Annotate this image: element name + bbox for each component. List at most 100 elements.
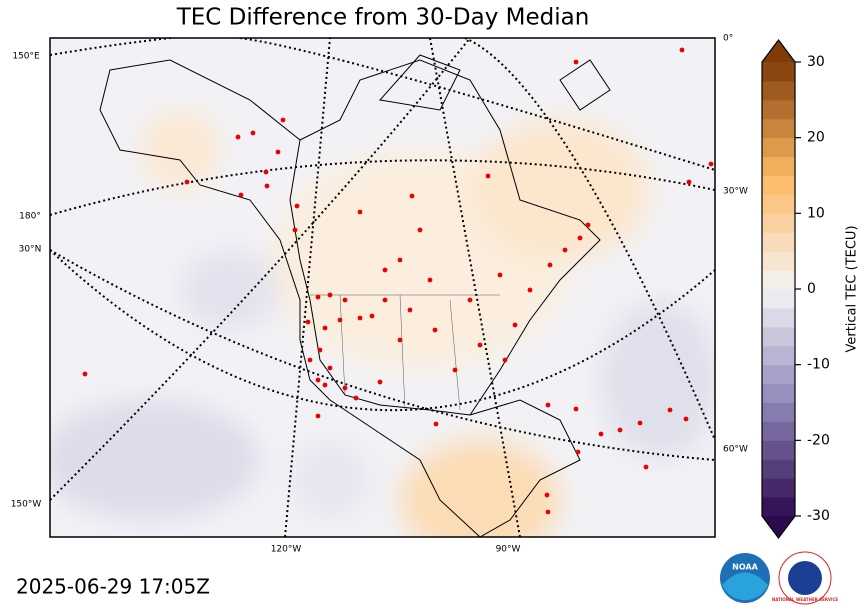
station	[397, 337, 403, 343]
colorbar-band	[762, 62, 795, 82]
station	[294, 203, 300, 209]
station	[315, 294, 321, 300]
station	[667, 407, 673, 413]
colorbar-band	[762, 345, 795, 366]
station	[477, 342, 483, 348]
station	[377, 379, 383, 385]
station	[263, 169, 269, 175]
graticule-label: 120°W	[271, 545, 302, 555]
colorbar-tick-label: 10	[807, 205, 825, 221]
colorbar-band	[762, 137, 795, 158]
station	[275, 149, 281, 155]
station	[315, 413, 321, 419]
station	[417, 227, 423, 233]
noaa-logo: NOAA	[720, 553, 770, 603]
station	[305, 319, 311, 325]
colorbar-band	[762, 213, 795, 233]
title: TEC Difference from 30-Day Median	[176, 5, 590, 31]
colorbar-tick-label: -10	[807, 357, 830, 373]
graticule-label: 150°E	[12, 52, 40, 62]
islands	[379, 54, 611, 111]
station	[452, 367, 458, 373]
timestamp: 2025-06-29 17:05Z	[16, 575, 210, 599]
station	[353, 395, 359, 401]
colorbar-band	[762, 440, 795, 460]
logo-text: NOAA	[732, 563, 758, 572]
station	[502, 357, 508, 363]
station	[357, 315, 363, 321]
colorbar-band	[762, 251, 795, 271]
station	[686, 179, 692, 185]
colorbar-band	[762, 80, 795, 101]
station	[409, 193, 415, 199]
station	[637, 420, 643, 426]
colorbar-band	[762, 421, 795, 441]
station	[575, 449, 581, 455]
graticule-label: 180°	[19, 212, 41, 222]
colorbar-band	[762, 326, 795, 347]
station	[280, 117, 286, 123]
station	[407, 307, 413, 313]
colorbar-extend-bottom	[762, 516, 795, 538]
station	[292, 227, 298, 233]
station	[617, 427, 623, 433]
station	[327, 292, 333, 298]
colorbar-band	[762, 497, 795, 517]
station	[683, 416, 689, 422]
station	[307, 357, 313, 363]
station	[527, 287, 533, 293]
station	[322, 325, 328, 331]
station	[369, 313, 375, 319]
station	[547, 262, 553, 268]
colorbar-band	[762, 478, 795, 498]
graticule-label: 150°W	[11, 500, 42, 510]
station	[327, 365, 333, 371]
graticule-labels: 150°E 180° 30°N 150°W 0° 30°W 60°W 120°W 90°W	[11, 34, 748, 555]
station	[585, 222, 591, 228]
colorbar: -30 -20 -10 0 10 20 30 Vertical TEC (TECU)	[761, 39, 860, 539]
colorbar-band	[762, 194, 795, 214]
station	[322, 382, 328, 388]
station	[250, 130, 256, 136]
station	[573, 406, 579, 412]
graticule-label: 60°W	[723, 445, 748, 455]
colorbar-tick-label: 0	[807, 281, 816, 297]
station	[342, 297, 348, 303]
station	[598, 431, 604, 437]
station	[485, 173, 491, 179]
station	[397, 257, 403, 263]
colorbar-band	[762, 175, 795, 195]
station	[238, 192, 244, 198]
graticule-label: 0°	[723, 34, 733, 44]
station	[432, 327, 438, 333]
colorbar-band	[762, 156, 795, 176]
station	[497, 272, 503, 278]
map	[50, 38, 715, 537]
stations	[82, 47, 714, 515]
colorbar-tick-label: -30	[807, 508, 830, 524]
station	[573, 59, 579, 65]
colorbar-extend-top	[762, 40, 795, 62]
colorbar-tick-label: 30	[807, 54, 825, 70]
colorbar-band	[762, 402, 795, 422]
nws-logo: NATIONAL WEATHER SERVICE	[772, 551, 838, 605]
station	[643, 464, 649, 470]
station	[562, 247, 568, 253]
station	[512, 322, 518, 328]
station	[317, 347, 323, 353]
station	[315, 377, 321, 383]
station	[357, 209, 363, 215]
graticule-label: 30°W	[723, 187, 748, 197]
colorbar-band	[762, 99, 795, 120]
colorbar-tick-label: -20	[807, 432, 830, 448]
colorbar-band	[762, 118, 795, 139]
station	[382, 267, 388, 273]
map-frame	[49, 37, 716, 538]
station	[577, 235, 583, 241]
colorbar-band	[762, 289, 795, 309]
station	[337, 317, 343, 323]
graticule-label: 90°W	[496, 545, 521, 555]
station	[235, 134, 241, 140]
station	[433, 421, 439, 427]
